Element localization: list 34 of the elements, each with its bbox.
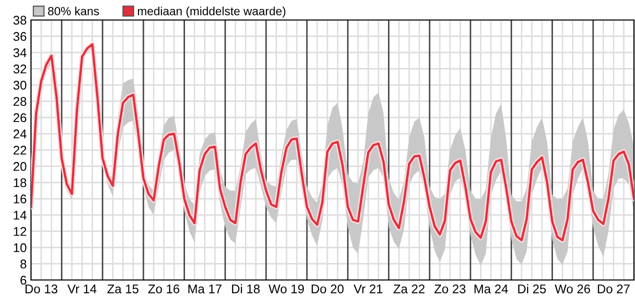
x-tick-label: Wo 19 [268, 284, 304, 294]
y-tick-label: 24 [14, 130, 26, 138]
y-tick-label: 12 [14, 227, 26, 236]
y-tick-label: 16 [14, 194, 26, 204]
y-tick-label: 18 [14, 178, 26, 188]
y-tick-label: 20 [14, 162, 26, 171]
y-tick-label: 10 [14, 243, 26, 252]
x-tick-label: Za 22 [394, 284, 425, 294]
x-tick-label: Za 15 [107, 284, 138, 294]
y-tick-label: 36 [13, 32, 26, 41]
x-tick-label: Do 20 [312, 284, 344, 294]
y-tick-label: 22 [14, 146, 26, 155]
legend-label: mediaan (middelste waarde) [138, 6, 286, 18]
x-tick-label: Zo 23 [434, 284, 466, 294]
x-tick-label: Di 25 [518, 284, 546, 294]
x-tick-label: Ma 17 [188, 284, 222, 294]
y-tick-label: 32 [13, 64, 26, 74]
x-tick-label: Do 13 [26, 284, 58, 294]
y-tick-label: 26 [14, 113, 26, 122]
y-tick-label: 6 [20, 276, 26, 285]
y-tick-label: 34 [13, 48, 26, 58]
y-tick-label: 38 [13, 16, 26, 25]
y-tick-label: 14 [14, 210, 26, 220]
x-tick-label: Wo 26 [554, 284, 590, 294]
x-tick-label: Ma 24 [474, 284, 508, 294]
x-tick-label: Vr 14 [67, 284, 96, 294]
x-tick-label: Vr 21 [354, 284, 382, 294]
y-tick-label: 28 [14, 97, 26, 106]
y-tick-label: 8 [20, 260, 26, 268]
x-tick-label: Di 18 [232, 284, 260, 294]
x-tick-label: Do 27 [598, 284, 630, 294]
x-tick-label: Zo 16 [148, 284, 180, 294]
text: 80% kans [48, 6, 99, 16]
y-tick-label: 30 [13, 80, 26, 90]
